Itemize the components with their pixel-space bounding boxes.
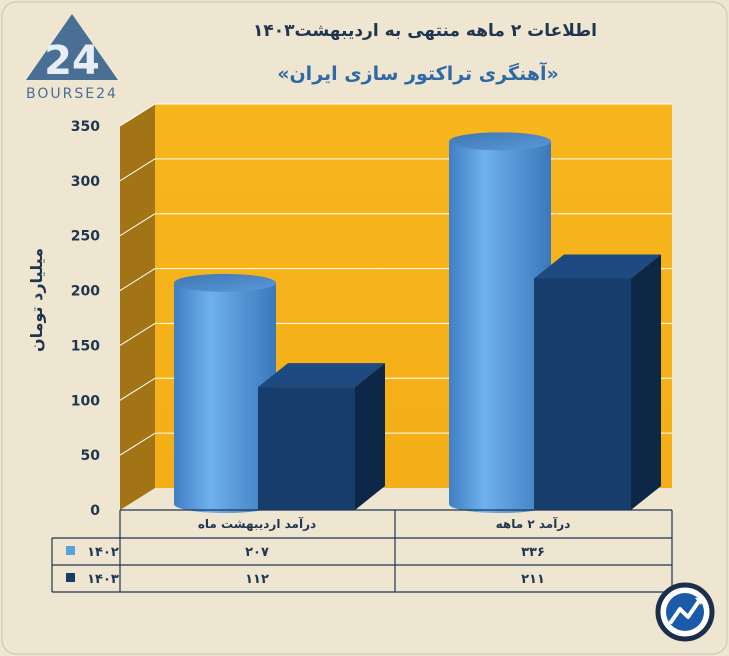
chart-title: اطلاعات ۲ ماهه منتهی به اردیبهشت۱۴۰۳ (253, 21, 597, 41)
table-cell: ۲۰۷ (245, 545, 269, 560)
data-table (51, 509, 673, 593)
grid-line (119, 213, 156, 237)
svg-text:24: 24 (44, 38, 100, 84)
legend-swatch-1402 (66, 546, 75, 555)
grid-line (119, 158, 156, 182)
bar-۱۴۰۲ (449, 132, 551, 514)
y-axis-ticks: 0 50 100 150 200 250 300 350 (71, 119, 100, 519)
plot-side-wall (120, 104, 155, 510)
y-tick-label: 50 (81, 448, 101, 464)
grid-line (119, 103, 156, 127)
bar-۱۴۰۳ (258, 363, 385, 510)
table-cell: ۳۳۶ (521, 545, 545, 560)
table-cell: ۲۱۱ (521, 572, 545, 587)
grid-line (119, 268, 156, 291)
table-cell: ۱۱۲ (245, 572, 269, 587)
y-tick-label: 150 (71, 338, 100, 354)
bar-۱۴۰۲ (174, 273, 276, 513)
bourse24-logo: 24 BOURSE24 (26, 14, 118, 102)
legend-label-1402: ۱۴۰۲ (87, 545, 119, 560)
y-tick-label: 250 (71, 229, 100, 245)
bar-۱۴۰۳ (534, 254, 661, 510)
bar-front-face (258, 387, 355, 510)
logo-text: BOURSE24 (26, 86, 118, 102)
y-tick-label: 200 (71, 284, 100, 300)
y-axis-label: میلیارد تومان (27, 248, 46, 352)
y-tick-label: 0 (90, 503, 100, 519)
y-tick-label: 300 (71, 174, 100, 190)
bar-front-face (534, 278, 631, 510)
y-tick-label: 100 (71, 393, 100, 409)
category-label: درآمد ۲ ماهه (496, 516, 571, 531)
bar-body (174, 282, 276, 513)
bar-top (449, 132, 551, 151)
grid-line (119, 377, 156, 401)
y-tick-label: 350 (71, 119, 100, 135)
bar-top-face (258, 363, 385, 388)
chart-subtitle: «آهنگری تراکتور سازی ایران» (277, 61, 559, 85)
category-label: درآمد اردیبهشت ماه (198, 516, 316, 531)
legend-swatch-1403 (66, 573, 75, 582)
legend-label-1403: ۱۴۰۳ (87, 572, 119, 587)
grid-line (119, 432, 156, 456)
trend-badge-icon (655, 582, 715, 642)
bar-body (449, 141, 551, 514)
bar-top-face (534, 254, 661, 279)
grid-line (119, 323, 156, 346)
bar-side-face (355, 363, 385, 510)
bar-top (174, 273, 276, 292)
bars (174, 132, 661, 514)
bar-side-face (631, 254, 661, 510)
